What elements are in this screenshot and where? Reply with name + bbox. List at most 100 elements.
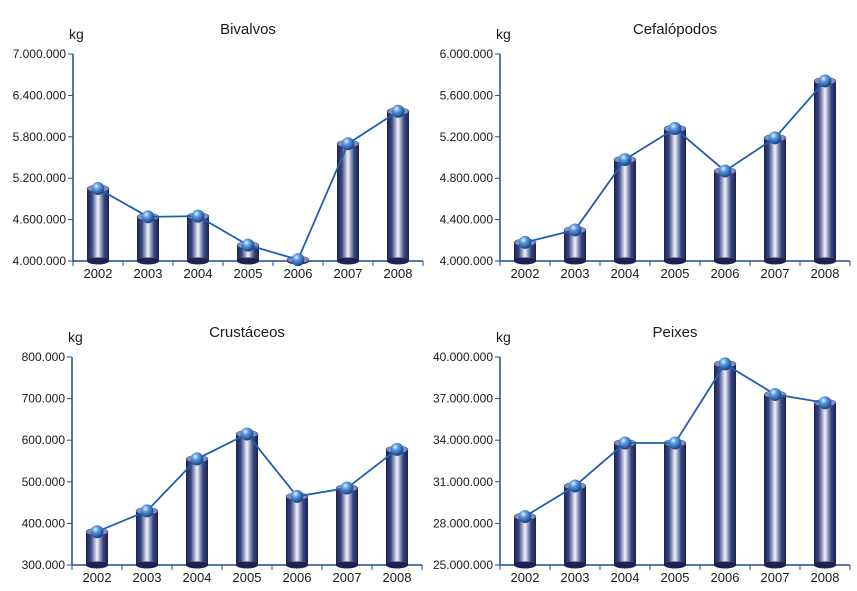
bar-body <box>186 458 208 565</box>
data-point-2008 <box>818 74 832 88</box>
y-tick-label: 4.800.000 <box>440 171 494 185</box>
data-point-2004 <box>191 209 205 223</box>
x-tick-label: 2008 <box>811 570 840 585</box>
y-tick-label: 300.000 <box>22 558 66 572</box>
data-point-2002 <box>518 509 532 523</box>
bar-body <box>514 516 536 565</box>
chart-1: Bivalvos kg 4.000.000 4.600.000 5.200.000 5.8… <box>13 21 424 281</box>
bar-body <box>336 488 358 565</box>
x-tick-label: 2008 <box>383 570 412 585</box>
y-tick-label: 400.000 <box>22 516 66 530</box>
bar-base <box>387 257 409 265</box>
bar-2002 <box>86 184 110 265</box>
bar-body <box>564 229 586 261</box>
data-point-2004 <box>618 153 632 167</box>
y-tick-label: 7.000.000 <box>13 47 67 61</box>
x-tick-label: 2002 <box>511 266 540 281</box>
x-tick-label: 2002 <box>511 570 540 585</box>
bar-base <box>514 561 536 569</box>
data-point-2007 <box>340 481 354 495</box>
x-tick-label: 2003 <box>561 570 590 585</box>
data-point-2008 <box>818 396 832 410</box>
data-point-2005 <box>240 427 254 441</box>
bar-body <box>664 442 686 565</box>
chart-2: Cefalópodos kg 4.000.000 4.400.000 4.800.000… <box>440 21 851 281</box>
x-tick-label: 2002 <box>83 570 112 585</box>
x-tick-label: 2006 <box>711 570 740 585</box>
bar-body <box>564 485 586 565</box>
bar-body <box>137 216 159 261</box>
x-tick-label: 2008 <box>811 266 840 281</box>
x-tick-label: 2006 <box>284 266 313 281</box>
y-tick-label: 5.200.000 <box>440 130 494 144</box>
chart-4: Peixes kg 25.000.000 28.000.000 31.000.000 34… <box>433 324 851 585</box>
bar-base <box>764 257 786 265</box>
x-tick-label: 2005 <box>233 570 262 585</box>
bar-base <box>336 561 358 569</box>
x-tick-label: 2004 <box>611 266 640 281</box>
bar-base <box>237 257 259 265</box>
bar-base <box>137 257 159 265</box>
x-tick-label: 2006 <box>711 266 740 281</box>
x-tick-label: 2005 <box>661 570 690 585</box>
y-tick-label: 4.400.000 <box>440 213 494 227</box>
bar-body <box>237 245 259 261</box>
y-tick-label: 5.200.000 <box>13 171 67 185</box>
bar-2005 <box>235 430 259 569</box>
bar-body <box>714 170 736 261</box>
chart-title: Peixes <box>652 324 697 341</box>
data-point-2006 <box>291 253 305 267</box>
bar-base <box>814 561 836 569</box>
y-unit-label: kg <box>69 26 84 42</box>
bar-base <box>286 561 308 569</box>
bar-2008 <box>813 77 837 265</box>
y-tick-label: 37.000.000 <box>433 392 493 406</box>
data-point-2006 <box>718 164 732 178</box>
bar-base <box>236 561 258 569</box>
bar-base <box>764 561 786 569</box>
bar-base <box>814 257 836 265</box>
bar-body <box>337 143 359 261</box>
x-tick-label: 2007 <box>761 266 790 281</box>
y-tick-label: 5.800.000 <box>13 130 67 144</box>
bar-2006 <box>713 360 737 569</box>
data-point-2007 <box>341 137 355 151</box>
bar-base <box>136 561 158 569</box>
x-tick-label: 2003 <box>133 570 162 585</box>
bar-body <box>664 128 686 261</box>
data-point-2006 <box>718 357 732 371</box>
bar-body <box>87 188 109 261</box>
data-point-2007 <box>768 387 782 401</box>
bar-body <box>387 111 409 262</box>
y-tick-label: 5.600.000 <box>440 88 494 102</box>
y-unit-label: kg <box>496 329 511 345</box>
x-tick-label: 2006 <box>283 570 312 585</box>
data-point-2003 <box>141 210 155 224</box>
x-tick-label: 2008 <box>384 266 413 281</box>
data-point-2004 <box>190 452 204 466</box>
bar-2005 <box>663 124 687 265</box>
x-tick-label: 2007 <box>333 570 362 585</box>
y-tick-label: 6.400.000 <box>13 88 67 102</box>
data-point-2003 <box>568 479 582 493</box>
bar-base <box>564 561 586 569</box>
y-tick-label: 4.000.000 <box>13 254 67 268</box>
x-tick-label: 2002 <box>84 266 113 281</box>
bar-body <box>714 363 736 565</box>
x-tick-label: 2005 <box>234 266 263 281</box>
bar-base <box>664 257 686 265</box>
chart-3: Crustáceos kg 300.000 400.000 500.000 600.000… <box>22 324 423 585</box>
bar-body <box>764 394 786 565</box>
bar-2007 <box>335 484 359 569</box>
bar-base <box>564 257 586 265</box>
y-unit-label: kg <box>496 26 511 42</box>
bar-2006 <box>713 167 737 265</box>
bar-2004 <box>613 155 637 265</box>
chart-title: Bivalvos <box>220 21 276 38</box>
bar-2004 <box>185 455 209 569</box>
y-tick-label: 28.000.000 <box>433 516 493 530</box>
y-tick-label: 6.000.000 <box>440 47 494 61</box>
bar-2007 <box>336 139 360 265</box>
x-tick-label: 2004 <box>611 570 640 585</box>
